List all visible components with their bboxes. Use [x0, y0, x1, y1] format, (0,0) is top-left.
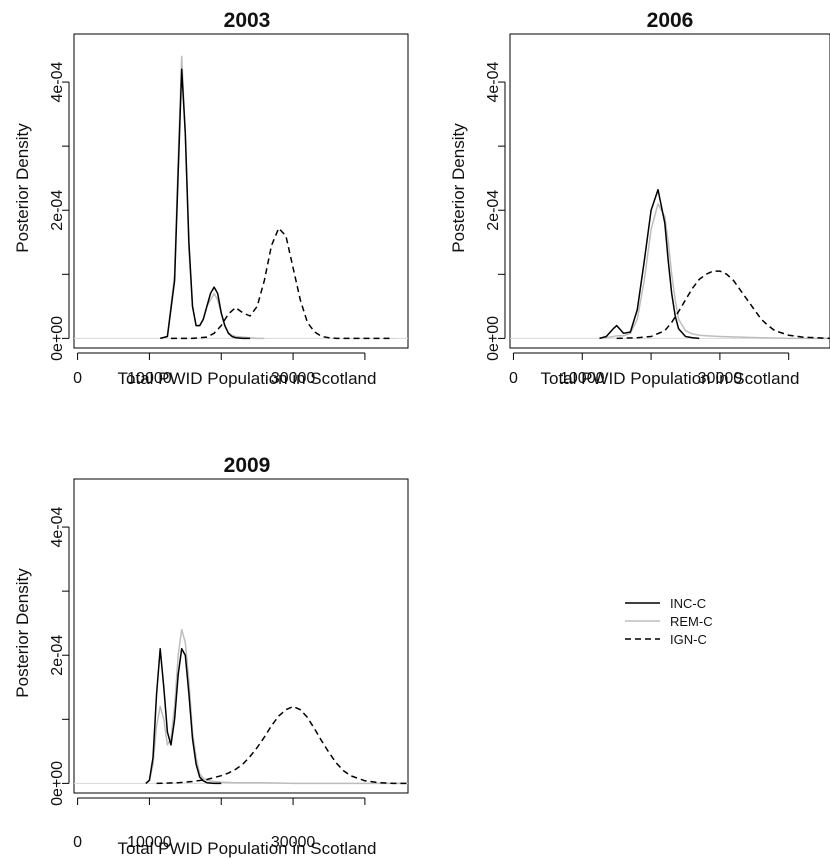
- y-axis-label: Posterior Density: [449, 123, 468, 253]
- panel-title: 2006: [647, 9, 694, 32]
- x-axis-label: Total PWID Population in Scotland: [541, 369, 800, 388]
- series-inc-c-line: [160, 68, 250, 340]
- x-tick-label: 30000: [271, 834, 316, 851]
- panel-2003: 2003 Total PWID Population in Scotland P…: [13, 9, 409, 388]
- series-lines: [160, 55, 394, 340]
- legend-label: IGN-C: [670, 632, 707, 647]
- y-tick-label: 0e+00: [49, 761, 66, 806]
- series-lines: [599, 188, 830, 340]
- x-tick-label: 10000: [127, 834, 172, 851]
- x-axis-label: Total PWID Population in Scotland: [118, 839, 377, 858]
- y-tick-label: 0e+00: [49, 316, 66, 361]
- x-tick-label: 0: [509, 370, 518, 387]
- y-axis-label: Posterior Density: [13, 123, 32, 253]
- axis-ticks: 0 10000 30000 0e+00 2e-04 4e-04: [49, 61, 408, 387]
- y-tick-label: 2e-04: [49, 635, 66, 676]
- y-tick-label: 2e-04: [49, 190, 66, 231]
- y-tick-label: 2e-04: [485, 190, 502, 231]
- x-axis-label: Total PWID Population in Scotland: [118, 369, 377, 388]
- plot-frame: [73, 478, 409, 794]
- series-rem-c-line: [599, 203, 830, 340]
- y-tick-label: 0e+00: [485, 316, 502, 361]
- y-tick-label: 4e-04: [49, 506, 66, 547]
- series-ign-c-line: [616, 270, 830, 340]
- y-axis-label: Posterior Density: [13, 568, 32, 698]
- plot-frame: [509, 33, 830, 349]
- legend-label: REM-C: [670, 614, 713, 629]
- panel-2006: 2006 Total PWID Population in Scotland P…: [449, 9, 830, 388]
- x-tick-label: 0: [73, 834, 82, 851]
- panel-2009: 2009 Total PWID Population in Scotland P…: [13, 454, 409, 858]
- x-tick-label: 10000: [127, 370, 172, 387]
- y-tick-label: 4e-04: [49, 61, 66, 102]
- series-ign-c-line: [171, 227, 394, 340]
- axis-ticks: 0 10000 30000 0e+00 2e-04 4e-04: [49, 506, 408, 851]
- series-lines: [145, 628, 408, 785]
- x-tick-label: 10000: [560, 370, 605, 387]
- y-tick-label: 4e-04: [485, 61, 502, 102]
- legend: INC-C REM-C IGN-C: [625, 596, 713, 647]
- x-tick-label: 30000: [698, 370, 743, 387]
- x-tick-label: 0: [73, 370, 82, 387]
- series-inc-c-line: [145, 648, 222, 785]
- series-rem-c-line: [145, 628, 408, 785]
- legend-label: INC-C: [670, 596, 706, 611]
- panel-title: 2003: [224, 9, 271, 32]
- axis-ticks: 0 10000 30000 0e+00 2e-04 4e-04: [485, 61, 830, 387]
- series-rem-c-line: [160, 55, 265, 340]
- x-tick-label: 30000: [271, 370, 316, 387]
- panel-title: 2009: [224, 454, 271, 477]
- series-inc-c-line: [599, 188, 700, 340]
- plot-frame: [73, 33, 409, 349]
